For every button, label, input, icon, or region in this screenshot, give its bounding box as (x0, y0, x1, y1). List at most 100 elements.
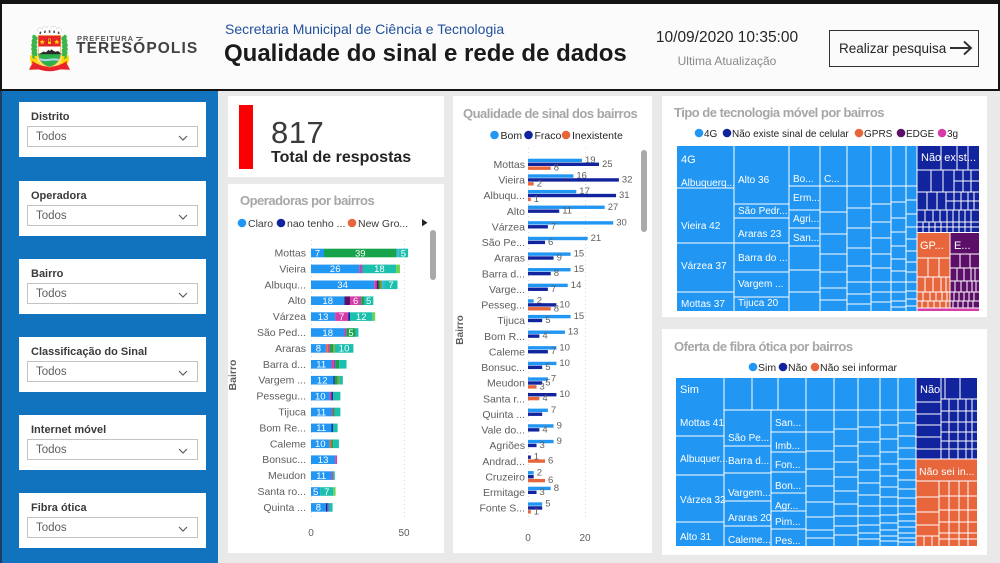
svg-text:31: 31 (619, 190, 630, 201)
svg-text:3: 3 (540, 381, 545, 392)
svg-text:10: 10 (559, 342, 570, 353)
svg-text:São Ped...: São Ped... (257, 327, 306, 339)
svg-text:Não: Não (920, 384, 940, 396)
svg-text:18: 18 (322, 328, 333, 339)
svg-text:Tijuca 20: Tijuca 20 (738, 298, 779, 309)
svg-text:8: 8 (554, 303, 559, 314)
svg-text:7: 7 (324, 487, 329, 498)
svg-text:3g: 3g (947, 129, 958, 140)
svg-text:Pesseg...: Pesseg... (481, 300, 525, 312)
svg-text:10: 10 (315, 439, 326, 450)
svg-text:4: 4 (542, 424, 547, 435)
svg-text:Bon...: Bon... (775, 481, 801, 492)
svg-text:3: 3 (540, 487, 545, 498)
svg-text:Albuquer...: Albuquer... (680, 454, 728, 465)
svg-text:4G: 4G (681, 154, 696, 166)
svg-text:Bo...: Bo... (793, 174, 814, 185)
svg-text:27: 27 (608, 202, 619, 213)
svg-text:11: 11 (316, 407, 326, 418)
svg-text:17: 17 (579, 186, 590, 197)
svg-text:Bonsuc...: Bonsuc... (481, 362, 525, 374)
svg-text:Bairro: Bairro (455, 315, 466, 344)
svg-text:San...: San... (793, 233, 819, 244)
svg-text:Não sei in...: Não sei in... (919, 466, 974, 478)
svg-text:13: 13 (318, 455, 329, 466)
svg-text:10: 10 (315, 391, 326, 402)
svg-text:Alto: Alto (288, 295, 306, 307)
svg-text:Várzea: Várzea (492, 222, 525, 234)
svg-text:Cruzeiro: Cruzeiro (485, 471, 525, 483)
svg-text:Vargem...: Vargem... (728, 488, 771, 499)
svg-text:Mottas 37: Mottas 37 (681, 299, 725, 310)
svg-text:Vieira: Vieira (498, 175, 525, 187)
svg-text:18: 18 (322, 296, 333, 307)
svg-text:32: 32 (622, 174, 633, 185)
svg-text:Pim...: Pim... (775, 517, 801, 528)
svg-text:Tipo de tecnologia móvel por b: Tipo de tecnologia móvel por bairros (674, 105, 884, 120)
svg-text:7: 7 (388, 280, 393, 291)
svg-text:12: 12 (356, 312, 367, 323)
svg-text:Araras 23: Araras 23 (738, 229, 782, 240)
svg-text:Vale do...: Vale do... (481, 425, 525, 437)
svg-text:GP...: GP... (920, 240, 944, 252)
svg-text:Albuquerq...: Albuquerq... (681, 178, 735, 189)
svg-text:7: 7 (551, 346, 556, 357)
svg-text:Bom: Bom (501, 130, 523, 142)
svg-text:Bairro: Bairro (228, 360, 239, 391)
svg-text:8: 8 (316, 344, 321, 355)
svg-text:Qualidade de sinal dos bairros: Qualidade de sinal dos bairros (463, 106, 638, 121)
svg-text:Meudon: Meudon (487, 378, 525, 390)
svg-text:Agriões: Agriões (489, 440, 525, 452)
svg-text:Operadoras por bairros: Operadoras por bairros (240, 193, 374, 208)
svg-text:Barra d...: Barra d... (263, 359, 306, 371)
svg-text:8: 8 (554, 163, 559, 174)
svg-text:Várzea 37: Várzea 37 (681, 261, 727, 272)
svg-text:6: 6 (548, 475, 553, 486)
svg-text:8: 8 (554, 483, 559, 494)
svg-text:Sim: Sim (758, 362, 776, 374)
svg-text:C...: C... (824, 174, 840, 185)
svg-text:5: 5 (545, 315, 550, 326)
svg-text:14: 14 (571, 280, 582, 291)
svg-text:Varge...: Varge... (489, 284, 525, 296)
svg-text:9: 9 (557, 420, 562, 431)
svg-text:Araras 20: Araras 20 (728, 513, 772, 524)
svg-text:Bom R...: Bom R... (484, 331, 525, 343)
svg-text:Pessegu...: Pessegu... (256, 391, 306, 403)
svg-text:San...: San... (775, 418, 801, 429)
svg-text:Não existe sinal de celular: Não existe sinal de celular (732, 129, 849, 140)
svg-text:8: 8 (554, 268, 559, 279)
svg-text:10: 10 (559, 299, 570, 310)
svg-text:50: 50 (398, 528, 410, 539)
svg-text:Fonte S...: Fonte S... (479, 503, 525, 515)
svg-text:Alto: Alto (507, 206, 525, 218)
svg-text:9: 9 (557, 436, 562, 447)
svg-text:5: 5 (313, 487, 318, 498)
svg-text:9: 9 (557, 253, 562, 264)
svg-text:Santa r...: Santa r... (483, 393, 525, 405)
svg-text:Várzea 32: Várzea 32 (680, 495, 726, 506)
svg-text:3: 3 (540, 440, 545, 451)
svg-text:2: 2 (537, 178, 542, 189)
svg-text:EDGE: EDGE (906, 129, 935, 140)
svg-text:10: 10 (559, 389, 570, 400)
svg-text:Inexistente: Inexistente (572, 130, 623, 142)
svg-text:Oferta de fibra ótica por bair: Oferta de fibra ótica por bairros (674, 339, 853, 354)
svg-text:20: 20 (579, 533, 591, 544)
svg-text:4G: 4G (704, 129, 718, 140)
svg-text:16: 16 (576, 171, 587, 182)
svg-text:2: 2 (537, 467, 542, 478)
svg-text:Fon...: Fon... (775, 460, 801, 471)
svg-text:Claro: Claro (248, 218, 273, 230)
svg-text:Alto 31: Alto 31 (680, 532, 712, 543)
svg-text:Bonsuc...: Bonsuc... (262, 454, 306, 466)
svg-text:São Pe...: São Pe... (728, 433, 769, 444)
svg-text:19: 19 (585, 155, 596, 166)
svg-text:12: 12 (317, 376, 328, 387)
svg-text:Barra do ...: Barra do ... (738, 253, 787, 264)
svg-text:5: 5 (348, 328, 353, 339)
svg-text:Santa ro...: Santa ro... (258, 486, 306, 498)
svg-text:Sim: Sim (680, 384, 699, 396)
svg-text:7: 7 (551, 284, 556, 295)
svg-text:15: 15 (574, 264, 585, 275)
